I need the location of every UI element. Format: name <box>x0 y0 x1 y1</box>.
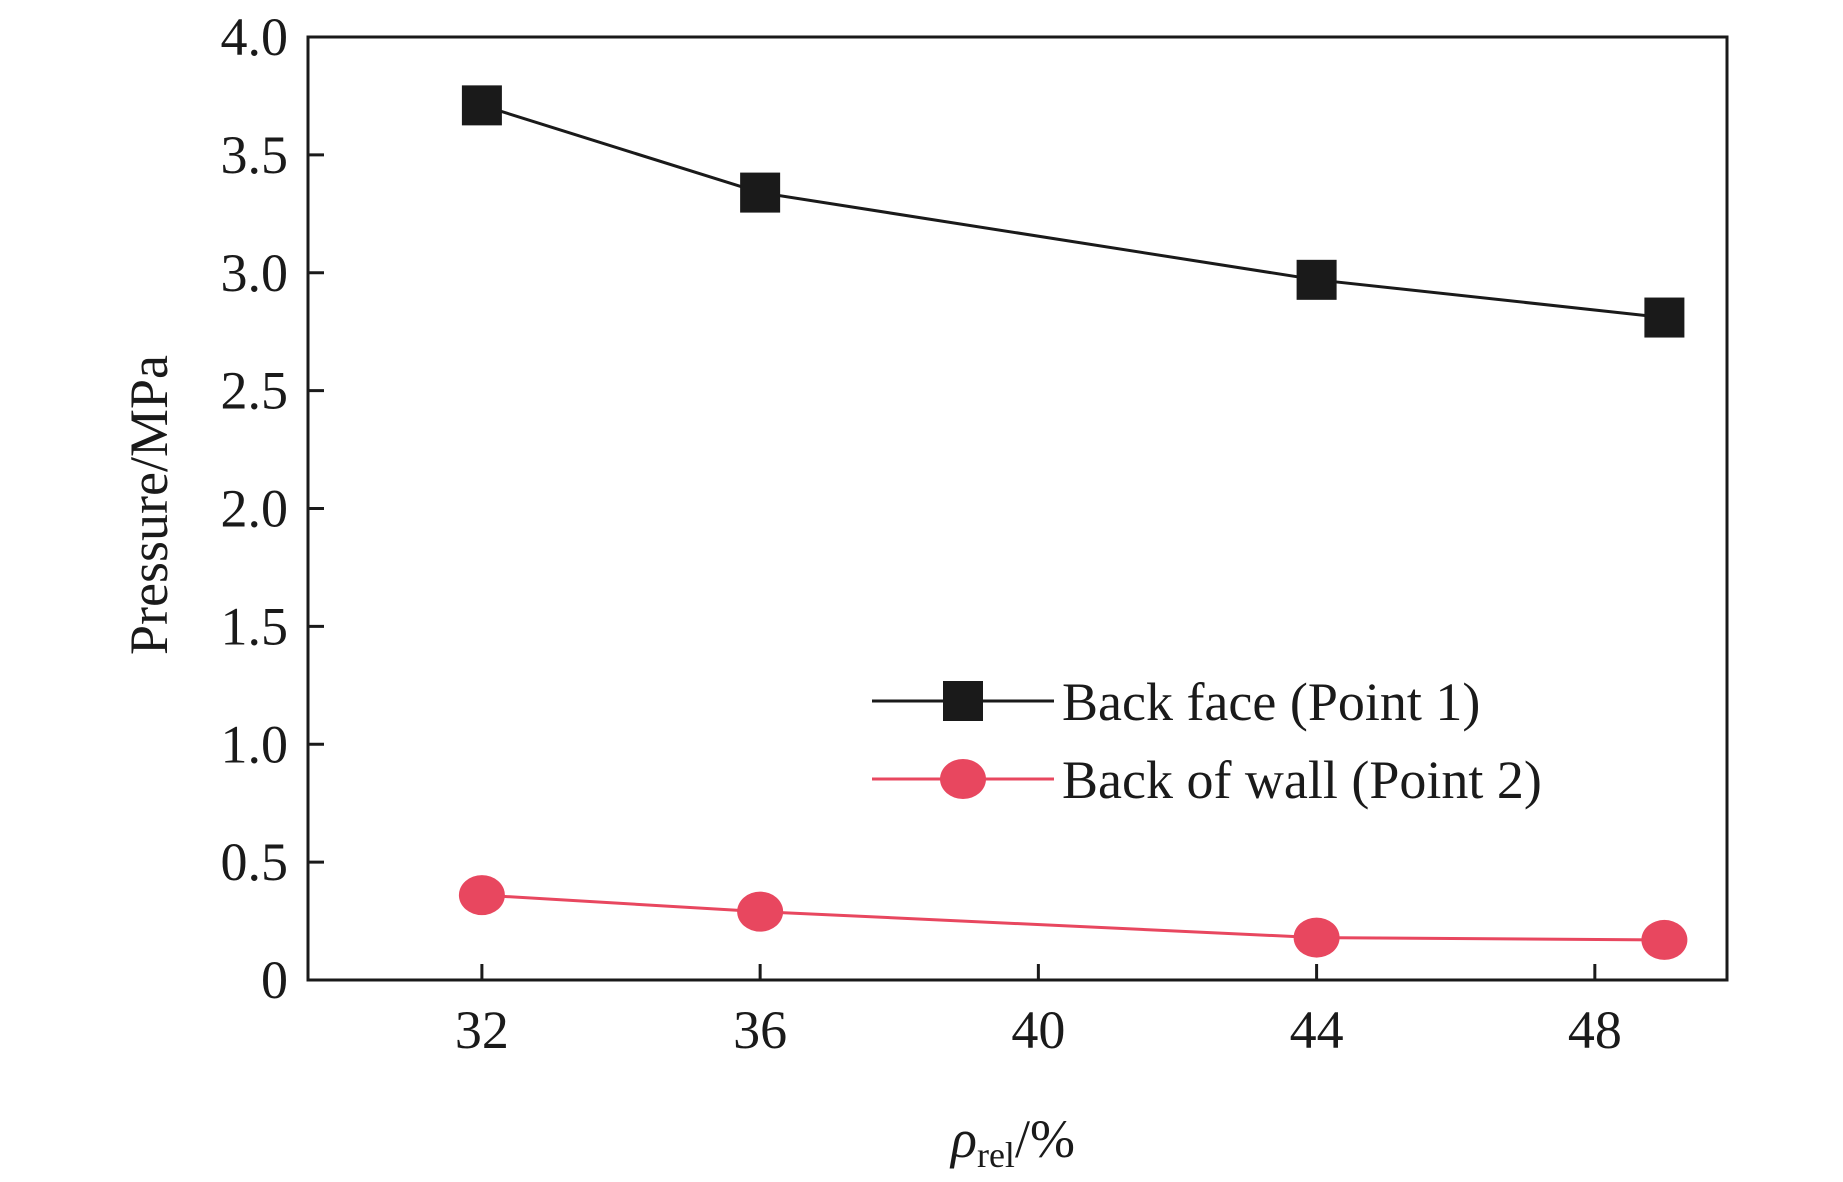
data-point-circle <box>1641 919 1688 960</box>
legend: Back face (Point 1) Back of wall (Point 2… <box>872 672 1542 810</box>
data-point-square <box>740 172 781 213</box>
y-tick-label: 0 <box>261 950 288 1010</box>
data-point-square <box>1296 259 1337 300</box>
data-point-circle <box>1293 917 1340 958</box>
y-tick-label: 3.5 <box>221 125 289 185</box>
x-axis-label: ρrel/% <box>949 1109 1075 1175</box>
legend-marker-circle <box>940 759 986 799</box>
series-line-1 <box>481 103 1665 320</box>
y-axis-label: Pressure/MPa <box>119 355 179 655</box>
y-axis-ticks: 0 0.5 1.0 1.5 2.0 2.5 3.0 3.5 4.0 <box>221 7 324 1010</box>
legend-marker-square <box>943 681 983 721</box>
data-point-square <box>461 85 502 126</box>
x-tick-label: 40 <box>1011 1000 1065 1060</box>
x-axis-unit: /% <box>1015 1109 1075 1169</box>
x-axis-symbol: ρ <box>949 1109 977 1169</box>
y-tick-label: 2.5 <box>221 361 289 421</box>
data-point-square <box>1644 297 1685 338</box>
plot-area-border <box>306 35 1729 982</box>
x-axis-ticks: 32 36 40 44 48 <box>455 964 1622 1060</box>
y-tick-label: 1.5 <box>221 596 289 656</box>
legend-label-2: Back of wall (Point 2) <box>1062 750 1542 810</box>
x-tick-label: 44 <box>1290 1000 1344 1060</box>
x-tick-label: 48 <box>1568 1000 1622 1060</box>
data-point-circle <box>737 891 784 932</box>
y-tick-label: 2.0 <box>221 479 289 539</box>
x-axis-subscript: rel <box>977 1135 1015 1175</box>
series-line-2 <box>481 893 1665 942</box>
y-tick-label: 4.0 <box>221 7 289 67</box>
data-point-circle <box>458 875 505 916</box>
x-tick-label: 32 <box>455 1000 509 1060</box>
y-tick-label: 1.0 <box>221 714 289 774</box>
plot-frame <box>306 35 1729 982</box>
x-tick-label: 36 <box>733 1000 787 1060</box>
legend-label-1: Back face (Point 1) <box>1062 672 1480 732</box>
y-tick-label: 3.0 <box>221 243 289 303</box>
y-tick-label: 0.5 <box>221 832 289 892</box>
series-layer <box>458 85 1688 960</box>
